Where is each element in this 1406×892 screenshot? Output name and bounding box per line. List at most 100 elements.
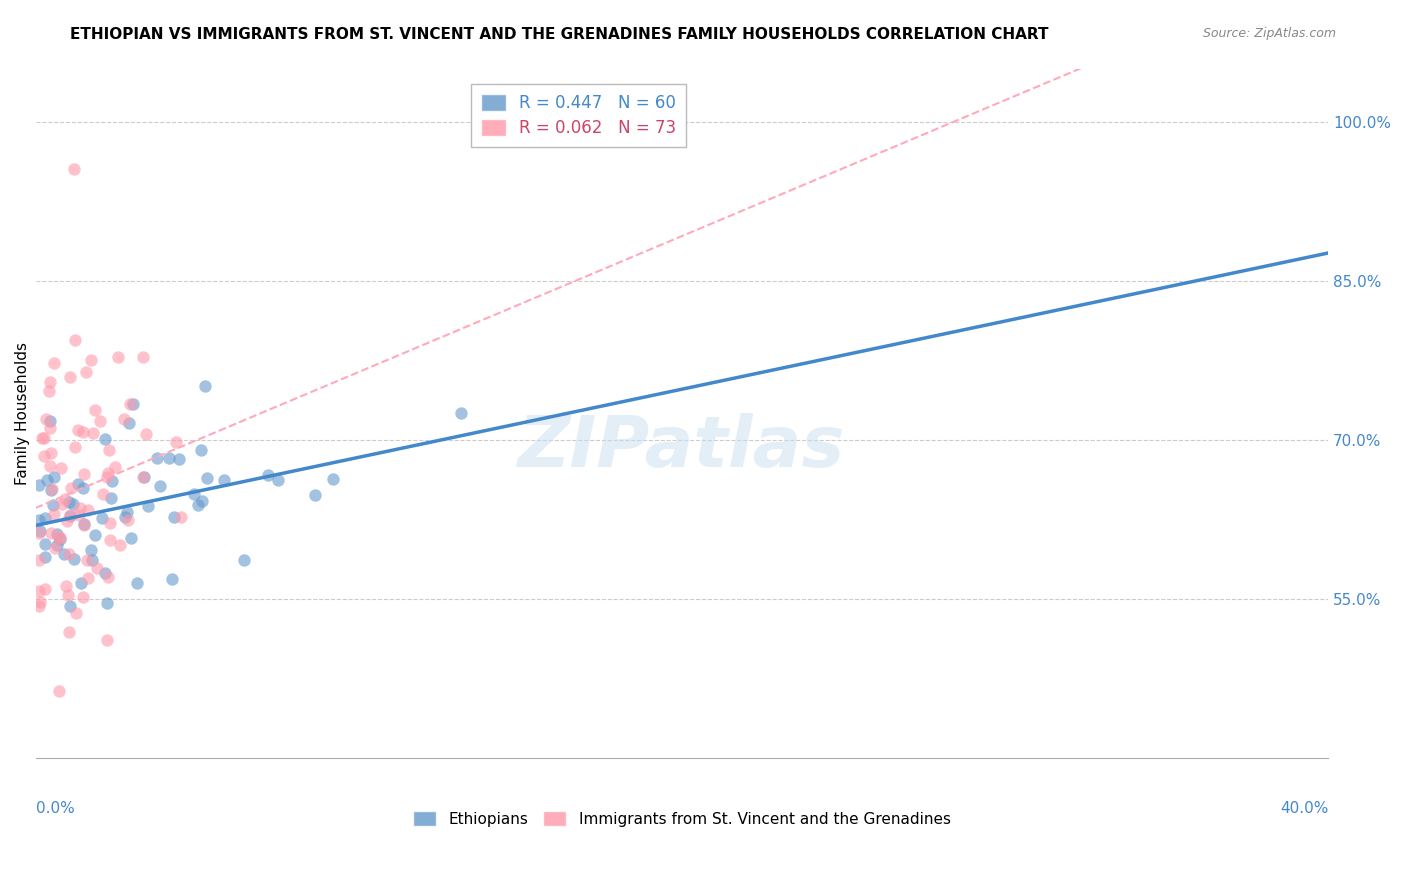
Point	[120, 532, 142, 546]
Point	[41, 483, 63, 497]
Point	[94, 566, 117, 580]
Point	[53, 492, 76, 507]
Point	[42, 507, 65, 521]
Point	[98, 533, 121, 547]
Legend: Ethiopians, Immigrants from St. Vincent and the Grenadines: Ethiopians, Immigrants from St. Vincent …	[406, 805, 956, 832]
Point	[73, 467, 96, 482]
Point	[187, 499, 209, 513]
Point	[28, 599, 51, 613]
Point	[84, 403, 107, 417]
Point	[148, 479, 170, 493]
Point	[135, 427, 157, 442]
Point	[80, 353, 103, 368]
Point	[195, 470, 218, 484]
Point	[42, 470, 65, 484]
Point	[73, 516, 96, 531]
Point	[28, 553, 51, 567]
Point	[58, 588, 80, 602]
Point	[41, 483, 63, 497]
Point	[38, 458, 60, 473]
Point	[72, 425, 94, 440]
Point	[160, 572, 183, 586]
Point	[72, 590, 94, 604]
Point	[63, 440, 86, 454]
Point	[112, 411, 135, 425]
Point	[80, 543, 103, 558]
Point	[67, 508, 90, 522]
Point	[62, 552, 84, 566]
Point	[159, 451, 181, 466]
Point	[35, 412, 58, 426]
Point	[212, 473, 235, 487]
Point	[134, 470, 156, 484]
Point	[49, 460, 72, 475]
Point	[38, 384, 60, 398]
Point	[80, 553, 103, 567]
Point	[58, 547, 80, 561]
Point	[44, 541, 66, 555]
Point	[86, 561, 108, 575]
Point	[304, 488, 326, 502]
Y-axis label: Family Households: Family Households	[15, 342, 30, 484]
Point	[122, 397, 145, 411]
Point	[28, 477, 51, 491]
Point	[96, 596, 118, 610]
Point	[28, 595, 51, 609]
Point	[48, 684, 70, 698]
Point	[63, 333, 86, 347]
Point	[32, 431, 55, 445]
Point	[63, 162, 86, 177]
Point	[59, 481, 82, 495]
Point	[42, 499, 65, 513]
Point	[233, 552, 256, 566]
Point	[46, 527, 69, 541]
Point	[117, 505, 139, 519]
Point	[66, 423, 89, 437]
Point	[127, 576, 149, 591]
Point	[34, 537, 56, 551]
Point	[190, 443, 212, 458]
Point	[77, 502, 100, 516]
Point	[191, 494, 214, 508]
Point	[163, 510, 186, 524]
Point	[58, 625, 80, 640]
Point	[34, 550, 56, 565]
Point	[75, 365, 97, 379]
Point	[28, 583, 51, 598]
Point	[97, 443, 120, 458]
Point	[62, 497, 84, 511]
Point	[32, 450, 55, 464]
Point	[450, 406, 472, 420]
Text: Source: ZipAtlas.com: Source: ZipAtlas.com	[1202, 27, 1336, 40]
Point	[55, 579, 77, 593]
Point	[136, 499, 159, 513]
Point	[267, 473, 290, 487]
Point	[118, 416, 141, 430]
Point	[94, 432, 117, 446]
Point	[89, 414, 111, 428]
Point	[52, 547, 75, 561]
Point	[72, 481, 94, 495]
Point	[169, 509, 191, 524]
Point	[91, 487, 114, 501]
Point	[110, 539, 132, 553]
Point	[65, 607, 87, 621]
Point	[82, 425, 104, 440]
Point	[58, 495, 80, 509]
Point	[30, 524, 52, 538]
Point	[101, 474, 124, 488]
Point	[96, 469, 118, 483]
Point	[46, 538, 69, 552]
Point	[194, 379, 217, 393]
Text: 40.0%: 40.0%	[1279, 801, 1329, 816]
Point	[114, 510, 136, 524]
Point	[107, 351, 129, 365]
Point	[100, 491, 122, 505]
Point	[165, 434, 187, 449]
Point	[39, 414, 62, 428]
Point	[98, 516, 121, 530]
Text: ZIPatlas: ZIPatlas	[519, 413, 845, 482]
Point	[28, 526, 51, 541]
Point	[183, 486, 205, 500]
Point	[34, 582, 56, 596]
